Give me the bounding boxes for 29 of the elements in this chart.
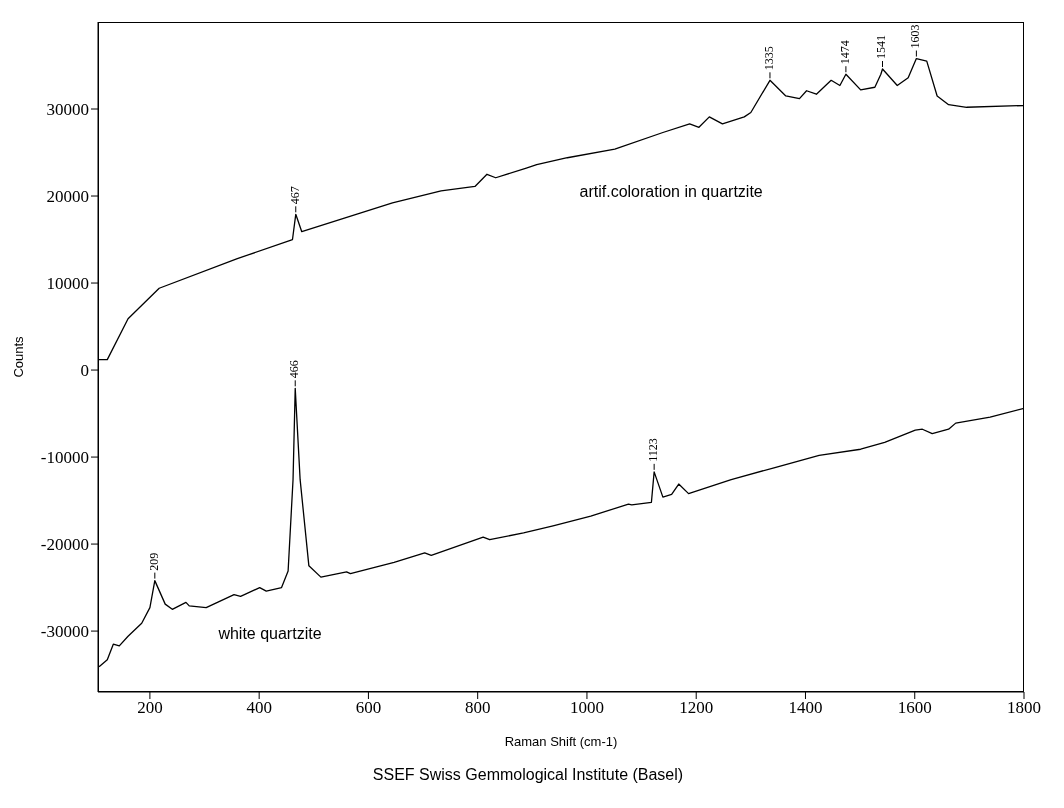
y-tick-label: 30000 [46,100,89,120]
annotation: 466 [286,360,301,379]
series-label: artif.coloration in quartzite [579,182,763,201]
annotation: 1474 [837,40,852,65]
x-tick-label: 600 [355,698,382,718]
x-tick-label: 1600 [897,698,932,718]
x-tick-label: 1000 [569,698,604,718]
annotation: 1335 [761,46,776,71]
x-tick-label: 200 [137,698,163,718]
y-axis-title: Counts [10,335,26,378]
y-tick-label: -10000 [40,448,89,468]
annotation: 1123 [645,438,660,462]
x-tick-label: 1400 [788,698,823,718]
series-label: white quartzite [218,625,322,643]
y-tick-label: 0 [80,361,89,381]
y-tick-label: 10000 [46,274,89,294]
y-tick-label: 20000 [46,187,89,207]
x-tick-label: 1200 [679,698,714,718]
annotation: 1603 [908,24,923,49]
annotation: 467 [287,186,302,205]
annotation: 209 [146,552,161,571]
x-tick-label: 400 [246,698,272,718]
y-tick-label: -20000 [40,535,89,555]
x-tick-label: 1800 [1007,698,1041,718]
x-tick-label: 800 [464,698,491,718]
annotation: 1541 [874,34,889,59]
y-tick-label: -30000 [40,622,89,642]
text: SSEF Swiss Gemmological Institute (Basel) [371,766,685,784]
x-axis-title: Raman Shift (cm-1) [504,734,618,749]
